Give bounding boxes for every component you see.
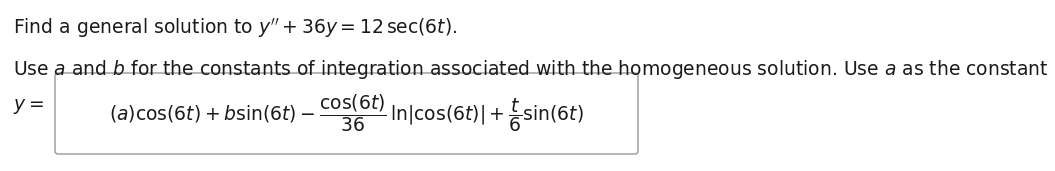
FancyBboxPatch shape <box>55 73 638 154</box>
Text: $(a)\cos(6t) + b\sin(6t) - \dfrac{\cos(6t)}{36}\,\ln|\cos(6t)| + \dfrac{t}{6}\si: $(a)\cos(6t) + b\sin(6t) - \dfrac{\cos(6… <box>109 93 583 134</box>
Text: $y = $: $y = $ <box>13 96 44 115</box>
Text: Use $a$ and $b$ for the constants of integration associated with the homogeneous: Use $a$ and $b$ for the constants of int… <box>13 58 1055 81</box>
Text: Find a general solution to $y'' + 36y = 12\,\sec(6t)$.: Find a general solution to $y'' + 36y = … <box>13 16 458 40</box>
